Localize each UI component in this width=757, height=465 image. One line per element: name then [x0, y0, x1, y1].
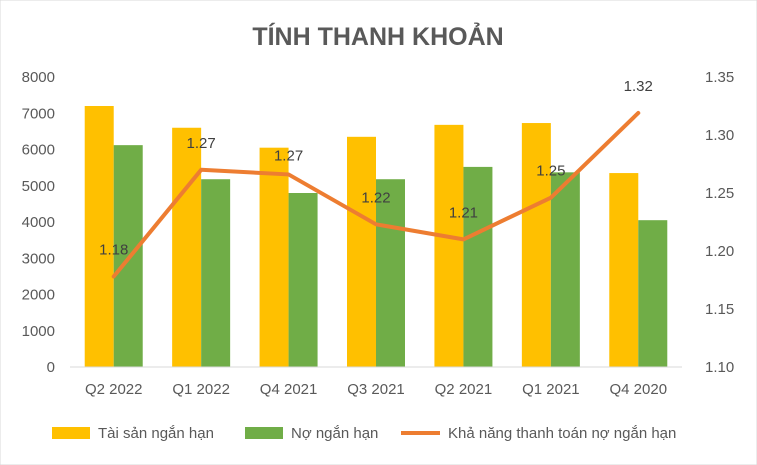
left-tick-label: 1000 — [22, 323, 55, 340]
left-tick-label: 8000 — [22, 69, 55, 86]
bar-current-liabilities — [463, 166, 493, 367]
right-tick-label: 1.30 — [705, 127, 734, 144]
ratio-data-label: 1.25 — [536, 163, 565, 180]
category-label: Q2 2022 — [85, 381, 143, 398]
bar-current-assets — [259, 147, 289, 367]
left-tick-label: 0 — [47, 359, 55, 376]
left-tick-label: 7000 — [22, 105, 55, 122]
ratio-line — [111, 110, 641, 279]
right-axis-ticks: 1.10 1.15 1.20 1.25 1.30 1.35 — [705, 69, 734, 376]
legend-label-current-ratio: Khả năng thanh toán nợ ngắn hạn — [448, 425, 676, 442]
category-label: Q4 2021 — [260, 381, 318, 398]
chart-title: TÍNH THANH KHOẢN — [252, 21, 503, 51]
ratio-data-label: 1.22 — [361, 189, 390, 206]
bar-current-assets — [434, 124, 464, 367]
bar-current-liabilities — [288, 193, 318, 367]
left-tick-label: 5000 — [22, 178, 55, 195]
right-tick-label: 1.20 — [705, 243, 734, 260]
category-label: Q2 2021 — [435, 381, 493, 398]
legend-label-current-assets: Tài sản ngắn hạn — [98, 425, 214, 442]
category-label: Q1 2021 — [522, 381, 580, 398]
right-tick-label: 1.15 — [705, 301, 734, 318]
left-tick-label: 6000 — [22, 142, 55, 159]
ratio-data-labels: 1.18 1.27 1.27 1.22 1.21 1.25 1.32 — [99, 78, 653, 259]
category-label: Q1 2022 — [172, 381, 230, 398]
ratio-data-label: 1.27 — [187, 135, 216, 152]
legend-swatch-current-liabilities — [245, 427, 283, 439]
right-tick-label: 1.35 — [705, 69, 734, 86]
left-tick-label: 4000 — [22, 214, 55, 231]
legend-swatch-current-assets — [52, 427, 90, 439]
legend-label-current-liabilities: Nợ ngắn hạn — [291, 425, 378, 442]
left-tick-label: 3000 — [22, 250, 55, 267]
bar-current-liabilities — [550, 172, 580, 367]
bars — [84, 106, 668, 367]
bar-current-liabilities — [638, 220, 668, 367]
legend: Tài sản ngắn hạn Nợ ngắn hạn Khả năng th… — [52, 425, 676, 442]
bar-current-assets — [521, 123, 551, 367]
category-label: Q3 2021 — [347, 381, 405, 398]
right-tick-label: 1.25 — [705, 185, 734, 202]
right-tick-label: 1.10 — [705, 359, 734, 376]
ratio-line-series — [111, 110, 641, 279]
bar-current-liabilities — [201, 179, 231, 367]
left-tick-label: 2000 — [22, 287, 55, 304]
left-axis-ticks: 0 1000 2000 3000 4000 5000 6000 7000 8000 — [22, 69, 55, 376]
bar-current-assets — [609, 173, 639, 367]
category-label: Q4 2020 — [610, 381, 668, 398]
ratio-data-label: 1.18 — [99, 242, 128, 259]
bar-current-assets — [84, 106, 114, 367]
category-labels: Q2 2022 Q1 2022 Q4 2021 Q3 2021 Q2 2021 Q1 20… — [85, 381, 667, 398]
bar-current-assets — [347, 136, 376, 367]
ratio-data-label: 1.21 — [449, 204, 478, 221]
bar-current-assets — [172, 127, 202, 367]
ratio-data-label: 1.27 — [274, 147, 303, 164]
bar-current-liabilities — [376, 179, 405, 367]
ratio-data-label: 1.32 — [624, 78, 653, 95]
